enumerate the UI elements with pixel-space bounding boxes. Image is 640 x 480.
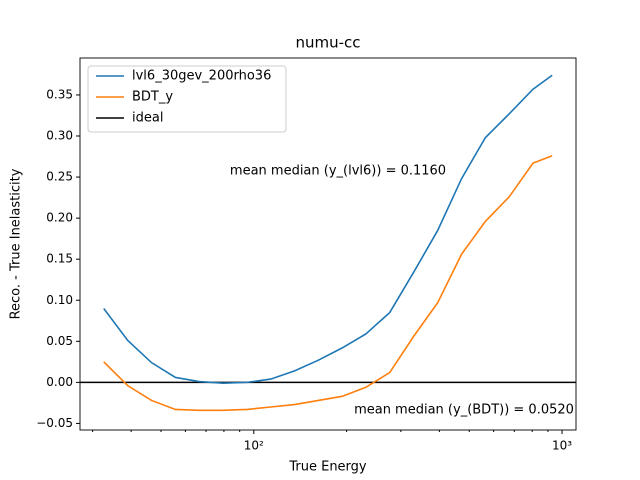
x-tick-label: 10² — [244, 439, 264, 453]
y-tick-label: 0.35 — [46, 87, 73, 101]
x-axis-label: True Energy — [288, 460, 367, 475]
legend-label: BDT_y — [132, 90, 173, 105]
annotation: mean median (y_(BDT)) = 0.0520 — [354, 403, 574, 418]
chart-title: numu-cc — [295, 34, 360, 52]
axes-frame — [79, 57, 577, 431]
y-tick-label: 0.05 — [46, 334, 73, 348]
legend-box — [87, 65, 287, 133]
y-tick-label: 0.00 — [46, 375, 73, 389]
series-line — [103, 154, 553, 412]
y-tick-label: 0.20 — [46, 211, 73, 225]
y-axis-label: Reco. - True Inelasticity — [9, 168, 24, 319]
y-tick-label: 0.15 — [46, 252, 73, 266]
x-tick-label: 10³ — [552, 439, 572, 453]
y-tick-label: 0.30 — [46, 129, 73, 143]
legend-label: ideal — [132, 111, 163, 126]
legend-label: lvl6_30gev_200rho36 — [132, 69, 271, 84]
y-tick-label: 0.25 — [46, 170, 73, 184]
y-tick-label: 0.10 — [46, 293, 73, 307]
y-tick-label: −0.05 — [36, 416, 73, 430]
annotation: mean median (y_(lvl6)) = 0.1160 — [230, 164, 446, 179]
series-line — [103, 74, 553, 384]
